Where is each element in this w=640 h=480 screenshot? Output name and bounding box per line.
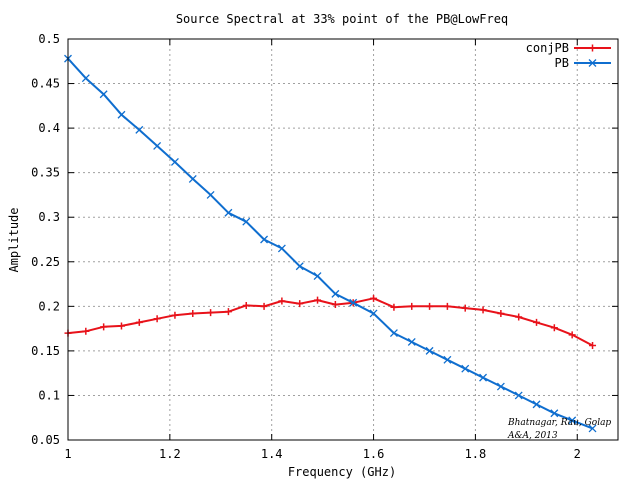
- y-tick-label: 0.4: [38, 121, 60, 135]
- data-point-pb: [206, 190, 215, 199]
- data-point-conjpb: [515, 313, 523, 321]
- data-point-pb: [532, 400, 541, 409]
- data-point-conjpb: [189, 309, 197, 317]
- data-point-pb: [313, 272, 322, 280]
- chart-title: Source Spectral at 33% point of the PB@L…: [176, 12, 508, 26]
- y-tick-label: 0.25: [31, 255, 60, 269]
- x-tick-label: 1.8: [465, 447, 487, 461]
- y-tick-label: 0.1: [38, 388, 60, 402]
- data-point-conjpb: [153, 315, 161, 323]
- grid-lines: [68, 39, 618, 440]
- data-point-pb: [135, 125, 144, 134]
- data-point-conjpb: [461, 304, 469, 312]
- data-point-pb: [369, 309, 378, 318]
- legend-marker-pb: [588, 59, 597, 67]
- data-point-conjpb: [117, 322, 125, 330]
- data-point-conjpb: [426, 302, 434, 310]
- data-point-conjpb: [82, 327, 90, 335]
- data-point-conjpb: [278, 297, 286, 305]
- data-point-conjpb: [224, 308, 232, 316]
- citation-annotation: Bhatnagar, Rau, Golap A&A, 2013: [507, 418, 611, 441]
- x-tick-label: 1: [64, 447, 71, 461]
- y-tick-label: 0.3: [38, 210, 60, 224]
- data-point-pb: [461, 364, 470, 373]
- data-point-conjpb: [589, 342, 597, 350]
- data-point-conjpb: [296, 300, 304, 308]
- data-point-conjpb: [568, 331, 576, 339]
- axis-ticks: 1 1.2 1.4 1.6 1.8 2 0.05 0.1 0.15 0.2 0.25 0.3 0.35 0…: [31, 32, 618, 461]
- data-point-pb: [407, 338, 416, 346]
- x-axis-label: Frequency (GHz): [288, 465, 396, 479]
- y-tick-label: 0.2: [38, 299, 60, 313]
- data-point-pb: [514, 391, 523, 400]
- data-point-pb: [425, 346, 434, 355]
- data-point-conjpb: [135, 318, 143, 326]
- data-point-pb: [81, 74, 90, 83]
- data-point-pb: [170, 158, 179, 166]
- data-point-conjpb: [479, 306, 487, 314]
- data-point-pb: [295, 262, 304, 271]
- data-point-pb: [349, 298, 358, 307]
- data-point-pb: [99, 90, 108, 99]
- data-point-pb: [277, 244, 286, 253]
- data-point-conjpb: [408, 302, 416, 310]
- data-point-conjpb: [331, 301, 339, 309]
- data-point-pb: [479, 373, 488, 382]
- y-tick-label: 0.35: [31, 166, 60, 180]
- data-point-conjpb: [100, 323, 108, 331]
- y-tick-label: 0.15: [31, 344, 60, 358]
- data-point-pb: [443, 355, 452, 364]
- x-tick-label: 2: [574, 447, 581, 461]
- series-conjpb: [64, 294, 597, 350]
- data-point-pb: [188, 174, 197, 183]
- legend-swatch-pb: [574, 59, 611, 67]
- data-point-pb: [224, 208, 233, 217]
- data-point-pb: [117, 110, 126, 119]
- data-point-pb: [496, 382, 505, 391]
- x-tick-label: 1.4: [261, 447, 283, 461]
- legend-swatch-conjpb: [574, 44, 611, 52]
- legend-label-pb: PB: [555, 56, 569, 70]
- data-point-pb: [242, 217, 251, 226]
- data-point-conjpb: [242, 301, 250, 309]
- data-point-conjpb: [533, 318, 541, 326]
- data-point-conjpb: [207, 309, 215, 317]
- data-point-pb: [153, 141, 162, 150]
- legend: conjPB PB: [526, 41, 611, 70]
- data-point-conjpb: [497, 309, 505, 317]
- x-tick-label: 1.6: [363, 447, 385, 461]
- data-point-conjpb: [314, 296, 322, 304]
- annotation-line-1: Bhatnagar, Rau, Golap: [507, 418, 611, 428]
- y-axis-label: Amplitude: [7, 207, 21, 272]
- data-point-pb: [588, 424, 597, 433]
- data-point-conjpb: [260, 302, 268, 310]
- data-point-pb: [331, 289, 340, 298]
- y-tick-label: 0.5: [38, 32, 60, 46]
- data-point-pb: [550, 409, 559, 418]
- data-point-pb: [389, 329, 398, 338]
- plot-frame: [67, 38, 619, 441]
- series-layer: [64, 54, 597, 433]
- data-point-conjpb: [550, 324, 558, 332]
- data-point-pb: [568, 416, 577, 425]
- annotation-line-2: A&A, 2013: [507, 431, 558, 441]
- data-point-conjpb: [443, 302, 451, 310]
- legend-label-conjpb: conjPB: [526, 41, 569, 55]
- y-tick-label: 0.45: [31, 77, 60, 91]
- x-tick-label: 1.2: [159, 447, 181, 461]
- legend-marker-conjpb: [589, 44, 596, 52]
- y-tick-label: 0.05: [31, 433, 60, 447]
- data-point-conjpb: [171, 311, 179, 319]
- series-pb: [64, 54, 597, 433]
- data-point-conjpb: [390, 303, 398, 311]
- data-point-conjpb: [370, 294, 378, 302]
- data-point-pb: [260, 235, 269, 244]
